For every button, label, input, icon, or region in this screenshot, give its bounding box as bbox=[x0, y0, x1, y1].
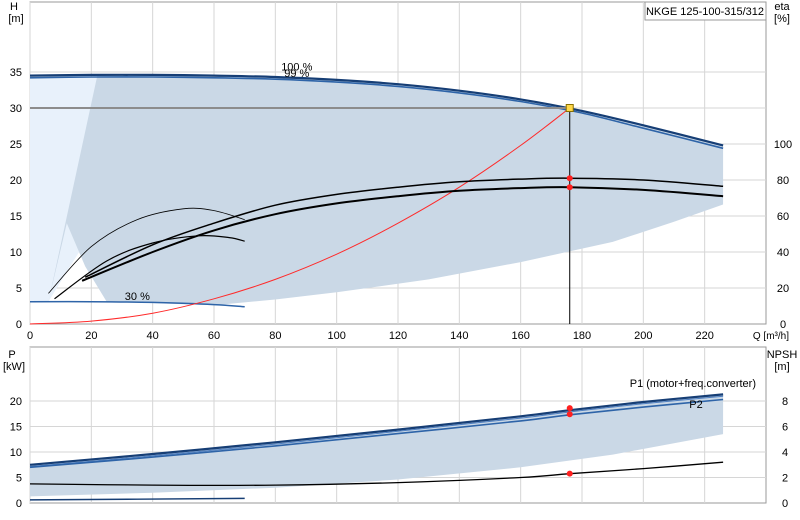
q-tick-label: 20 bbox=[85, 330, 97, 342]
chart-title: NKGE 125-100-315/312 bbox=[646, 6, 764, 18]
head-tick-label: 20 bbox=[10, 175, 22, 187]
power-tick-label: 5 bbox=[16, 473, 22, 485]
q-tick-label: 100 bbox=[327, 330, 345, 342]
p1-curve-inner bbox=[29, 395, 724, 467]
power-axis-label: P bbox=[8, 349, 15, 361]
npsh-axis-label: NPSH bbox=[767, 349, 798, 361]
npsh-curve bbox=[29, 461, 724, 487]
npsh-tick-label: 0 bbox=[782, 498, 788, 510]
npsh-tick-label: 2 bbox=[782, 473, 788, 485]
eta-axis-label: eta bbox=[774, 1, 790, 13]
npsh-marker bbox=[566, 470, 573, 477]
light-region-head bbox=[30, 76, 98, 302]
efficiency-curve-2 bbox=[81, 186, 724, 282]
eta-tick-label: 40 bbox=[777, 247, 789, 259]
q-tick-label: 140 bbox=[450, 330, 468, 342]
q-tick-label: 180 bbox=[573, 330, 591, 342]
efficiency-curve-small-1 bbox=[48, 207, 245, 294]
eta-marker-2 bbox=[566, 184, 573, 191]
q-tick-label: 220 bbox=[695, 330, 713, 342]
p1-series-label: P1 (motor+freq.converter) bbox=[630, 378, 756, 390]
eta-tick-label: 60 bbox=[777, 211, 789, 223]
q-tick-label: 80 bbox=[269, 330, 281, 342]
p2-marker bbox=[566, 411, 573, 418]
head-tick-label: 25 bbox=[10, 139, 22, 151]
power-axis-unit: [kW] bbox=[3, 361, 25, 373]
shaded-operating-region-power bbox=[30, 394, 724, 497]
eta-tick-label: 0 bbox=[780, 319, 786, 331]
npsh-axis-unit: [m] bbox=[774, 361, 789, 373]
head-axis-label: H bbox=[10, 1, 18, 13]
q-tick-label: 60 bbox=[208, 330, 220, 342]
efficiency-curve-small-2 bbox=[54, 234, 245, 300]
head-curve-100 bbox=[29, 73, 724, 147]
head-tick-label: 10 bbox=[10, 247, 22, 259]
power-tick-label: 10 bbox=[10, 447, 22, 459]
q-tick-label: 200 bbox=[634, 330, 652, 342]
head-axis-unit: [m] bbox=[8, 13, 23, 25]
p2-curve bbox=[29, 398, 724, 469]
head-tick-label: 35 bbox=[10, 67, 22, 79]
head-tick-label: 30 bbox=[10, 103, 22, 115]
title-box bbox=[644, 1, 767, 21]
label-100-percent: 100 % bbox=[281, 62, 312, 74]
head-tick-label: 15 bbox=[10, 211, 22, 223]
q-tick-label: 40 bbox=[147, 330, 159, 342]
head-curve-30 bbox=[29, 300, 245, 308]
eta-marker-1 bbox=[566, 175, 573, 182]
efficiency-curve-1 bbox=[84, 177, 724, 278]
npsh-tick-label: 4 bbox=[782, 447, 788, 459]
operating-point-marker bbox=[565, 104, 574, 112]
p2-series-label: P2 bbox=[689, 399, 702, 411]
eta-tick-label: 100 bbox=[774, 139, 792, 151]
shaded-operating-region-head bbox=[48, 74, 724, 306]
npsh-tick-label: 8 bbox=[782, 396, 788, 408]
head-tick-label: 0 bbox=[16, 319, 22, 331]
head-curve-99 bbox=[29, 76, 724, 150]
p-low-curve bbox=[29, 497, 245, 501]
eta-tick-label: 20 bbox=[777, 283, 789, 295]
system-curve bbox=[29, 107, 571, 325]
q-tick-label: 120 bbox=[389, 330, 407, 342]
q-tick-label: 0 bbox=[27, 330, 33, 342]
head-tick-label: 5 bbox=[16, 283, 22, 295]
label-30-percent: 30 % bbox=[125, 291, 150, 303]
eta-axis-unit: [%] bbox=[774, 13, 790, 25]
q-axis-label: Q [m³/h] bbox=[753, 331, 789, 342]
power-tick-label: 15 bbox=[10, 422, 22, 434]
label-99-percent: 99 % bbox=[284, 68, 309, 80]
eta-tick-label: 80 bbox=[777, 175, 789, 187]
power-tick-label: 0 bbox=[16, 498, 22, 510]
q-tick-label: 160 bbox=[511, 330, 529, 342]
power-tick-label: 20 bbox=[10, 396, 22, 408]
npsh-tick-label: 6 bbox=[782, 422, 788, 434]
p1-curve bbox=[29, 393, 724, 466]
p1-marker bbox=[566, 405, 573, 412]
